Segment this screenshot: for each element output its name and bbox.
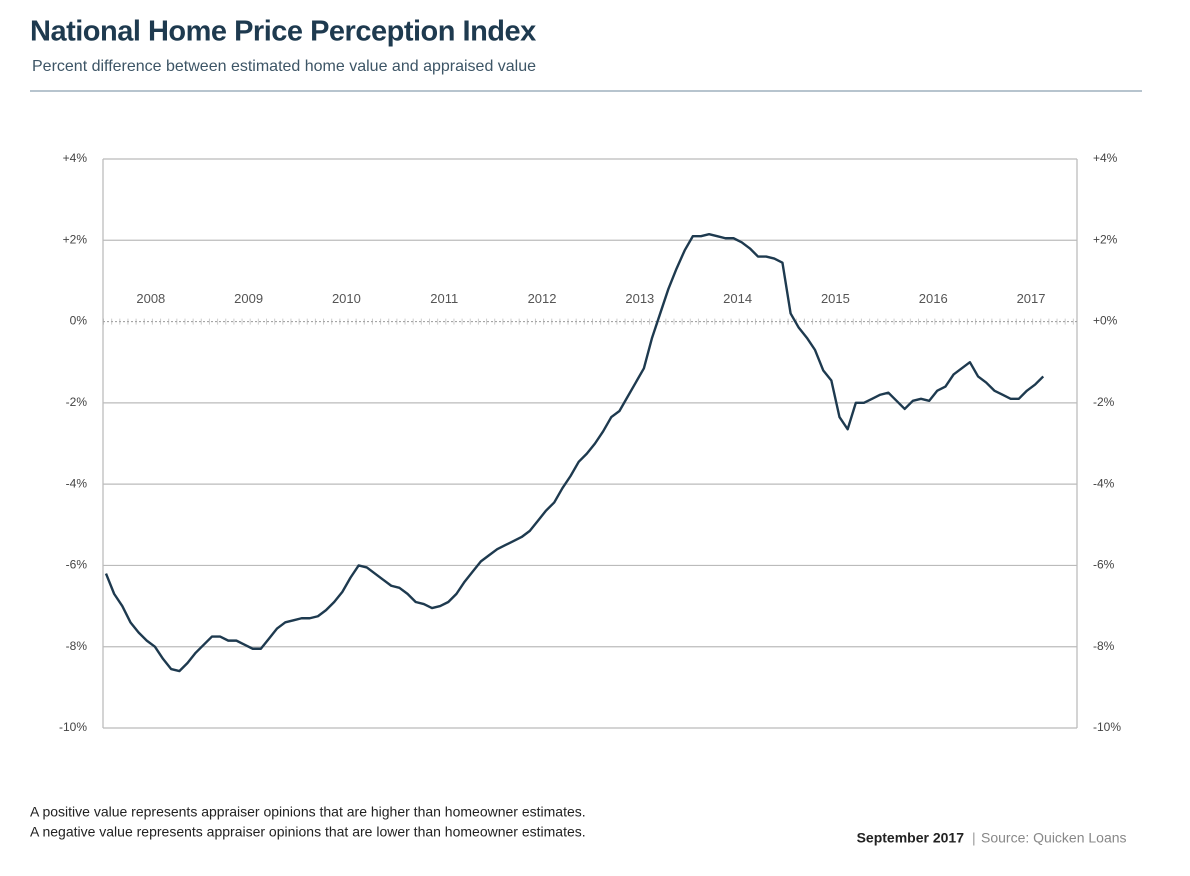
y2-tick-label: -6%: [1093, 558, 1115, 572]
source: Source: Quicken Loans: [981, 830, 1127, 846]
x-tick-label: 2017: [1017, 291, 1046, 306]
y2-tick-label: -4%: [1093, 476, 1115, 490]
x-tick-label: 2013: [625, 291, 654, 306]
y-tick-label: -8%: [66, 639, 88, 653]
x-tick-label: 2014: [723, 291, 752, 306]
y2-tick-label: -2%: [1093, 395, 1115, 409]
y-tick-label: +2%: [63, 232, 88, 246]
y-tick-label: -4%: [66, 476, 88, 490]
chart-title: National Home Price Perception Index: [30, 16, 536, 48]
x-tick-label: 2016: [919, 291, 948, 306]
y-tick-label: -6%: [66, 558, 88, 572]
x-tick-label: 2010: [332, 291, 361, 306]
y-tick-label: -10%: [59, 720, 87, 734]
y-tick-label: 0%: [70, 314, 88, 328]
x-tick-label: 2009: [234, 291, 263, 306]
x-tick-label: 2008: [136, 291, 165, 306]
y2-tick-label: +4%: [1093, 151, 1118, 165]
footnote: A negative value represents appraiser op…: [30, 824, 586, 840]
y-tick-label: -2%: [66, 395, 88, 409]
series-line: [104, 232, 1045, 673]
chart-subtitle: Percent difference between estimated hom…: [32, 58, 536, 75]
y2-tick-label: -8%: [1093, 639, 1115, 653]
date: September 2017: [857, 830, 965, 846]
x-tick-label: 2012: [528, 291, 557, 306]
separator-bar: |: [972, 830, 976, 846]
x-tick-label: 2011: [430, 291, 458, 306]
y2-tick-label: +0%: [1093, 314, 1118, 328]
y2-tick-label: +2%: [1093, 232, 1118, 246]
y2-tick-label: -10%: [1093, 720, 1121, 734]
x-tick-label: 2015: [821, 291, 850, 306]
footnote: A positive value represents appraiser op…: [30, 804, 586, 820]
y-tick-label: +4%: [63, 151, 88, 165]
